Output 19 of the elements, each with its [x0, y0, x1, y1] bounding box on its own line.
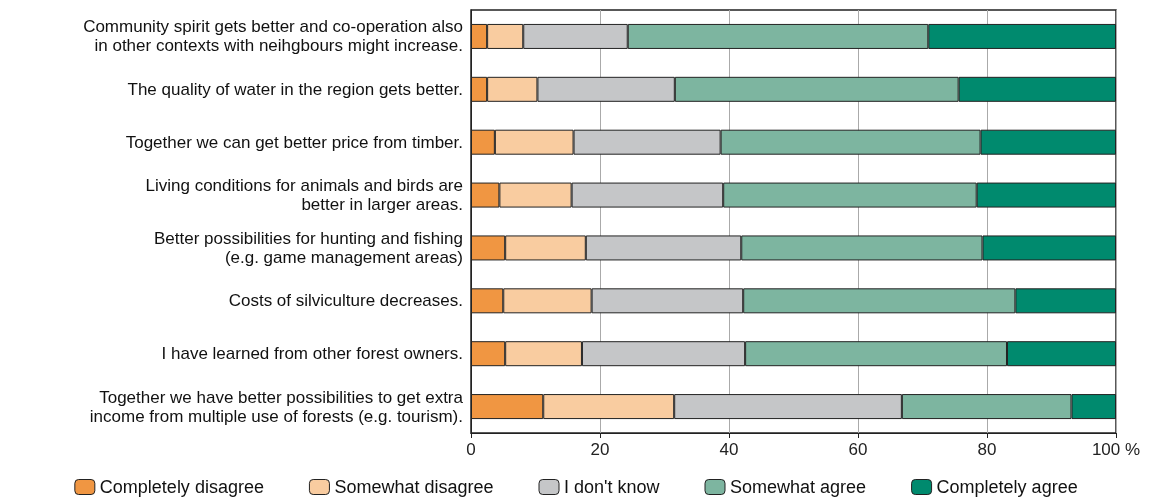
y-tick-label: The quality of water in the region gets better.	[127, 79, 463, 99]
legend-label: Completely disagree	[99, 477, 264, 497]
y-tick-label: Together we can get better price from timber.	[125, 132, 463, 152]
x-tick-label: 80	[977, 440, 997, 459]
legend-label: Somewhat agree	[730, 477, 867, 497]
x-tick-label: 20	[590, 440, 610, 459]
y-tick-label: Community spirit gets better and co-operation also in other contexts with neihgbours might increase.	[83, 17, 463, 56]
legend-label: Completely agree	[936, 477, 1078, 497]
y-tick-label: Together we have better possibilities to get extra income from multiple use of forests (e.g. tourism).	[89, 387, 464, 426]
x-tick-label: 60	[848, 440, 868, 459]
x-tick-label: 100 %	[1091, 440, 1141, 459]
legend-label: Somewhat disagree	[334, 477, 494, 497]
legend-label: I don't know	[564, 477, 661, 497]
y-tick-label: Living conditions for animals and birds are better in larger areas.	[145, 176, 463, 215]
y-tick-label: Costs of silviculture decreases.	[228, 291, 463, 311]
x-tick-label: 40	[719, 440, 739, 459]
x-tick-label: 0	[466, 440, 476, 459]
y-tick-label: Better possibilities for hunting and fishing (e.g. game management areas)	[153, 228, 463, 267]
y-tick-label: I have learned from other forest owners.	[161, 344, 463, 364]
